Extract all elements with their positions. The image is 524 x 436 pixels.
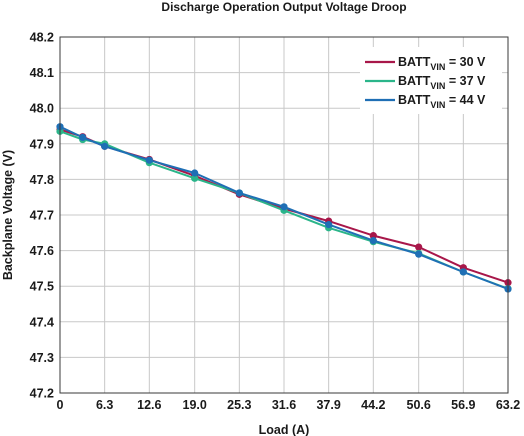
series-line	[59, 125, 509, 290]
y-axis-label: Backplane Voltage (V)	[1, 150, 15, 280]
legend: BATTVIN = 30 V BATTVIN = 37 V BATTVIN = 44…	[360, 47, 502, 114]
chart-title: Discharge Operation Output Voltage Droop	[161, 0, 406, 14]
y-tick-label: 47.6	[30, 244, 54, 258]
data-point	[101, 142, 109, 150]
data-point	[191, 169, 199, 177]
x-tick-label: 0	[57, 398, 64, 412]
data-point	[145, 156, 153, 164]
y-tick-label: 47.2	[30, 387, 54, 401]
x-tick-label: 25.3	[227, 398, 251, 412]
data-point	[369, 232, 377, 240]
plot-frame	[59, 36, 509, 394]
x-tick-label: 56.9	[451, 398, 475, 412]
data-point	[79, 133, 87, 141]
y-tick-label: 48.1	[30, 66, 54, 80]
x-tick-label: 50.6	[407, 398, 431, 412]
y-tick-label: 47.5	[30, 280, 54, 294]
x-tick-label: 31.6	[272, 398, 296, 412]
series-lines	[56, 123, 512, 293]
axis-ticks: 0 6.3 12.6 19.0 25.3 31.6 37.9 44.2 50.6 56.9 63.2…	[30, 31, 521, 413]
data-point	[459, 268, 467, 276]
x-tick-label: 19.0	[183, 398, 207, 412]
data-point	[369, 237, 377, 245]
y-tick-label: 47.8	[30, 173, 54, 187]
y-tick-label: 47.9	[30, 137, 54, 151]
x-tick-label: 63.2	[496, 398, 520, 412]
y-tick-label: 47.4	[30, 315, 54, 329]
x-tick-label: 6.3	[96, 398, 113, 412]
data-point	[415, 250, 423, 258]
data-point	[191, 174, 199, 182]
y-tick-label: 48.2	[30, 31, 54, 45]
x-tick-label: 44.2	[361, 398, 385, 412]
x-axis-label: Load (A)	[259, 423, 310, 436]
legend-entry: BATTVIN = 37 V	[398, 74, 486, 91]
x-tick-label: 12.6	[137, 398, 161, 412]
data-point	[415, 243, 423, 251]
data-point	[325, 221, 333, 229]
legend-entry: BATTVIN = 30 V	[398, 55, 486, 72]
y-tick-label: 47.7	[30, 209, 54, 223]
data-point	[235, 189, 243, 197]
y-tick-label: 47.3	[30, 351, 54, 365]
x-tick-label: 37.9	[316, 398, 340, 412]
legend-entry: BATTVIN = 44 V	[398, 93, 486, 110]
y-tick-label: 48.0	[30, 102, 54, 116]
data-point	[280, 203, 288, 211]
